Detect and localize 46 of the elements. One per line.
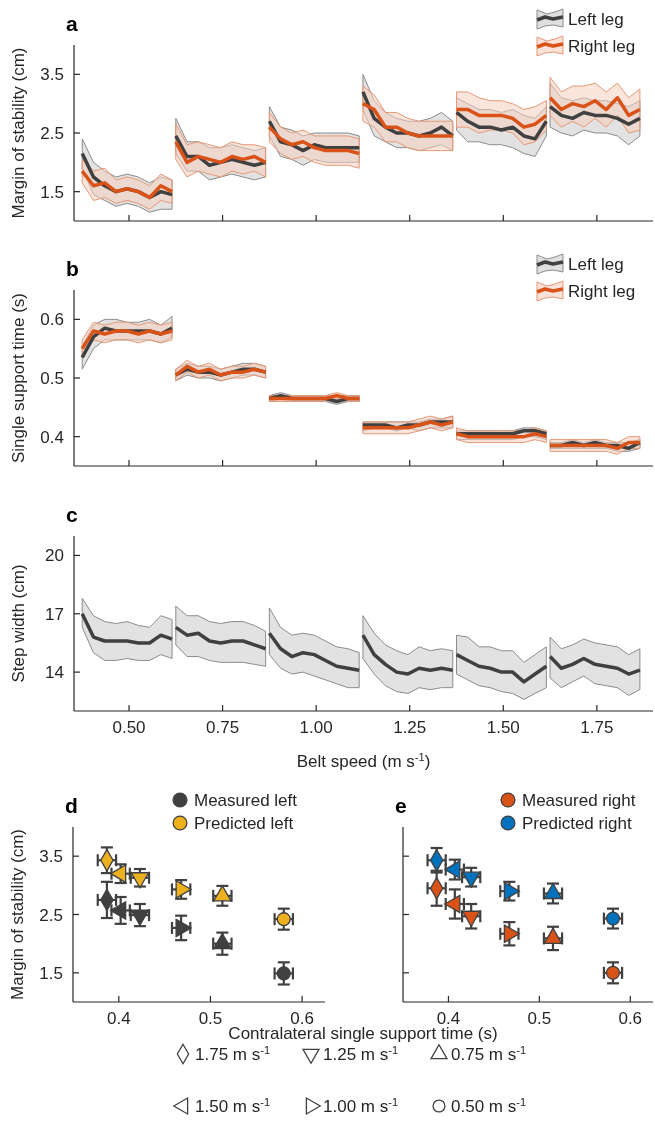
y-tick-label: 1.5 [40, 182, 64, 202]
y-tick-label: 2.5 [40, 124, 64, 143]
x-tick-label: 0.50 [112, 718, 146, 737]
legend-label: Measured left [194, 791, 298, 810]
y-tick-label: 20 [45, 546, 64, 566]
y-tick-label: 3.5 [40, 65, 64, 85]
y-tick-label: 1.5 [39, 963, 63, 983]
x-tick-label: 0.75 [206, 718, 240, 737]
y-tick-label: 2.5 [39, 905, 63, 925]
text: 1.25 m s$^{-1}$ [323, 1044, 399, 1064]
x-tick-label: 0.5 [198, 1009, 223, 1028]
legend-label: Measured right [522, 791, 636, 810]
x-axis-title: Belt speed (m s$^{-1}$) [296, 751, 431, 771]
y-tick-label: 17 [45, 604, 64, 624]
chart-title: d [65, 794, 78, 817]
x-tick-label: 0.4 [107, 1009, 131, 1028]
y-tick-label: 0.4 [40, 427, 64, 447]
x-tick-label: 1.75 [580, 718, 614, 737]
chart-title: a [66, 12, 78, 35]
chart-title: c [66, 503, 78, 526]
text: 0.75 m s$^{-1}$ [451, 1044, 527, 1064]
x-tick-label: 1.25 [393, 718, 427, 737]
legend-label: Right leg [568, 37, 636, 56]
x-tick-label: 1.00 [299, 718, 333, 737]
y-axis-title: Step width (cm) [9, 564, 28, 683]
x-tick-label: 0.6 [618, 1009, 643, 1028]
y-tick-label: 14 [45, 663, 64, 683]
legend-label: Predicted left [194, 814, 294, 833]
text: 1.50 m s$^{-1}$ [195, 1096, 271, 1116]
y-axis-title: Single support time (s) [9, 292, 28, 464]
text: 0.50 m s$^{-1}$ [451, 1096, 527, 1116]
legend-label: Right leg [568, 282, 636, 301]
y-axis-title: Margin of stability (cm) [9, 47, 28, 219]
legend-label: Left leg [568, 10, 624, 29]
x-tick-label: 1.50 [486, 718, 520, 737]
y-tick-label: 0.5 [40, 369, 64, 388]
text: 1.75 m s$^{-1}$ [195, 1044, 271, 1064]
chart-title: b [66, 257, 79, 280]
y-tick-label: 0.6 [40, 310, 64, 330]
legend-label: Left leg [568, 255, 624, 274]
x-tick-label: 0.5 [527, 1009, 552, 1028]
chart-title: e [395, 794, 407, 817]
y-tick-label: 3.5 [39, 847, 63, 867]
text: 1.00 m s$^{-1}$ [323, 1096, 399, 1116]
legend-label: Predicted right [522, 814, 632, 833]
y-axis-title: Margin of stability (cm) [8, 829, 27, 1000]
